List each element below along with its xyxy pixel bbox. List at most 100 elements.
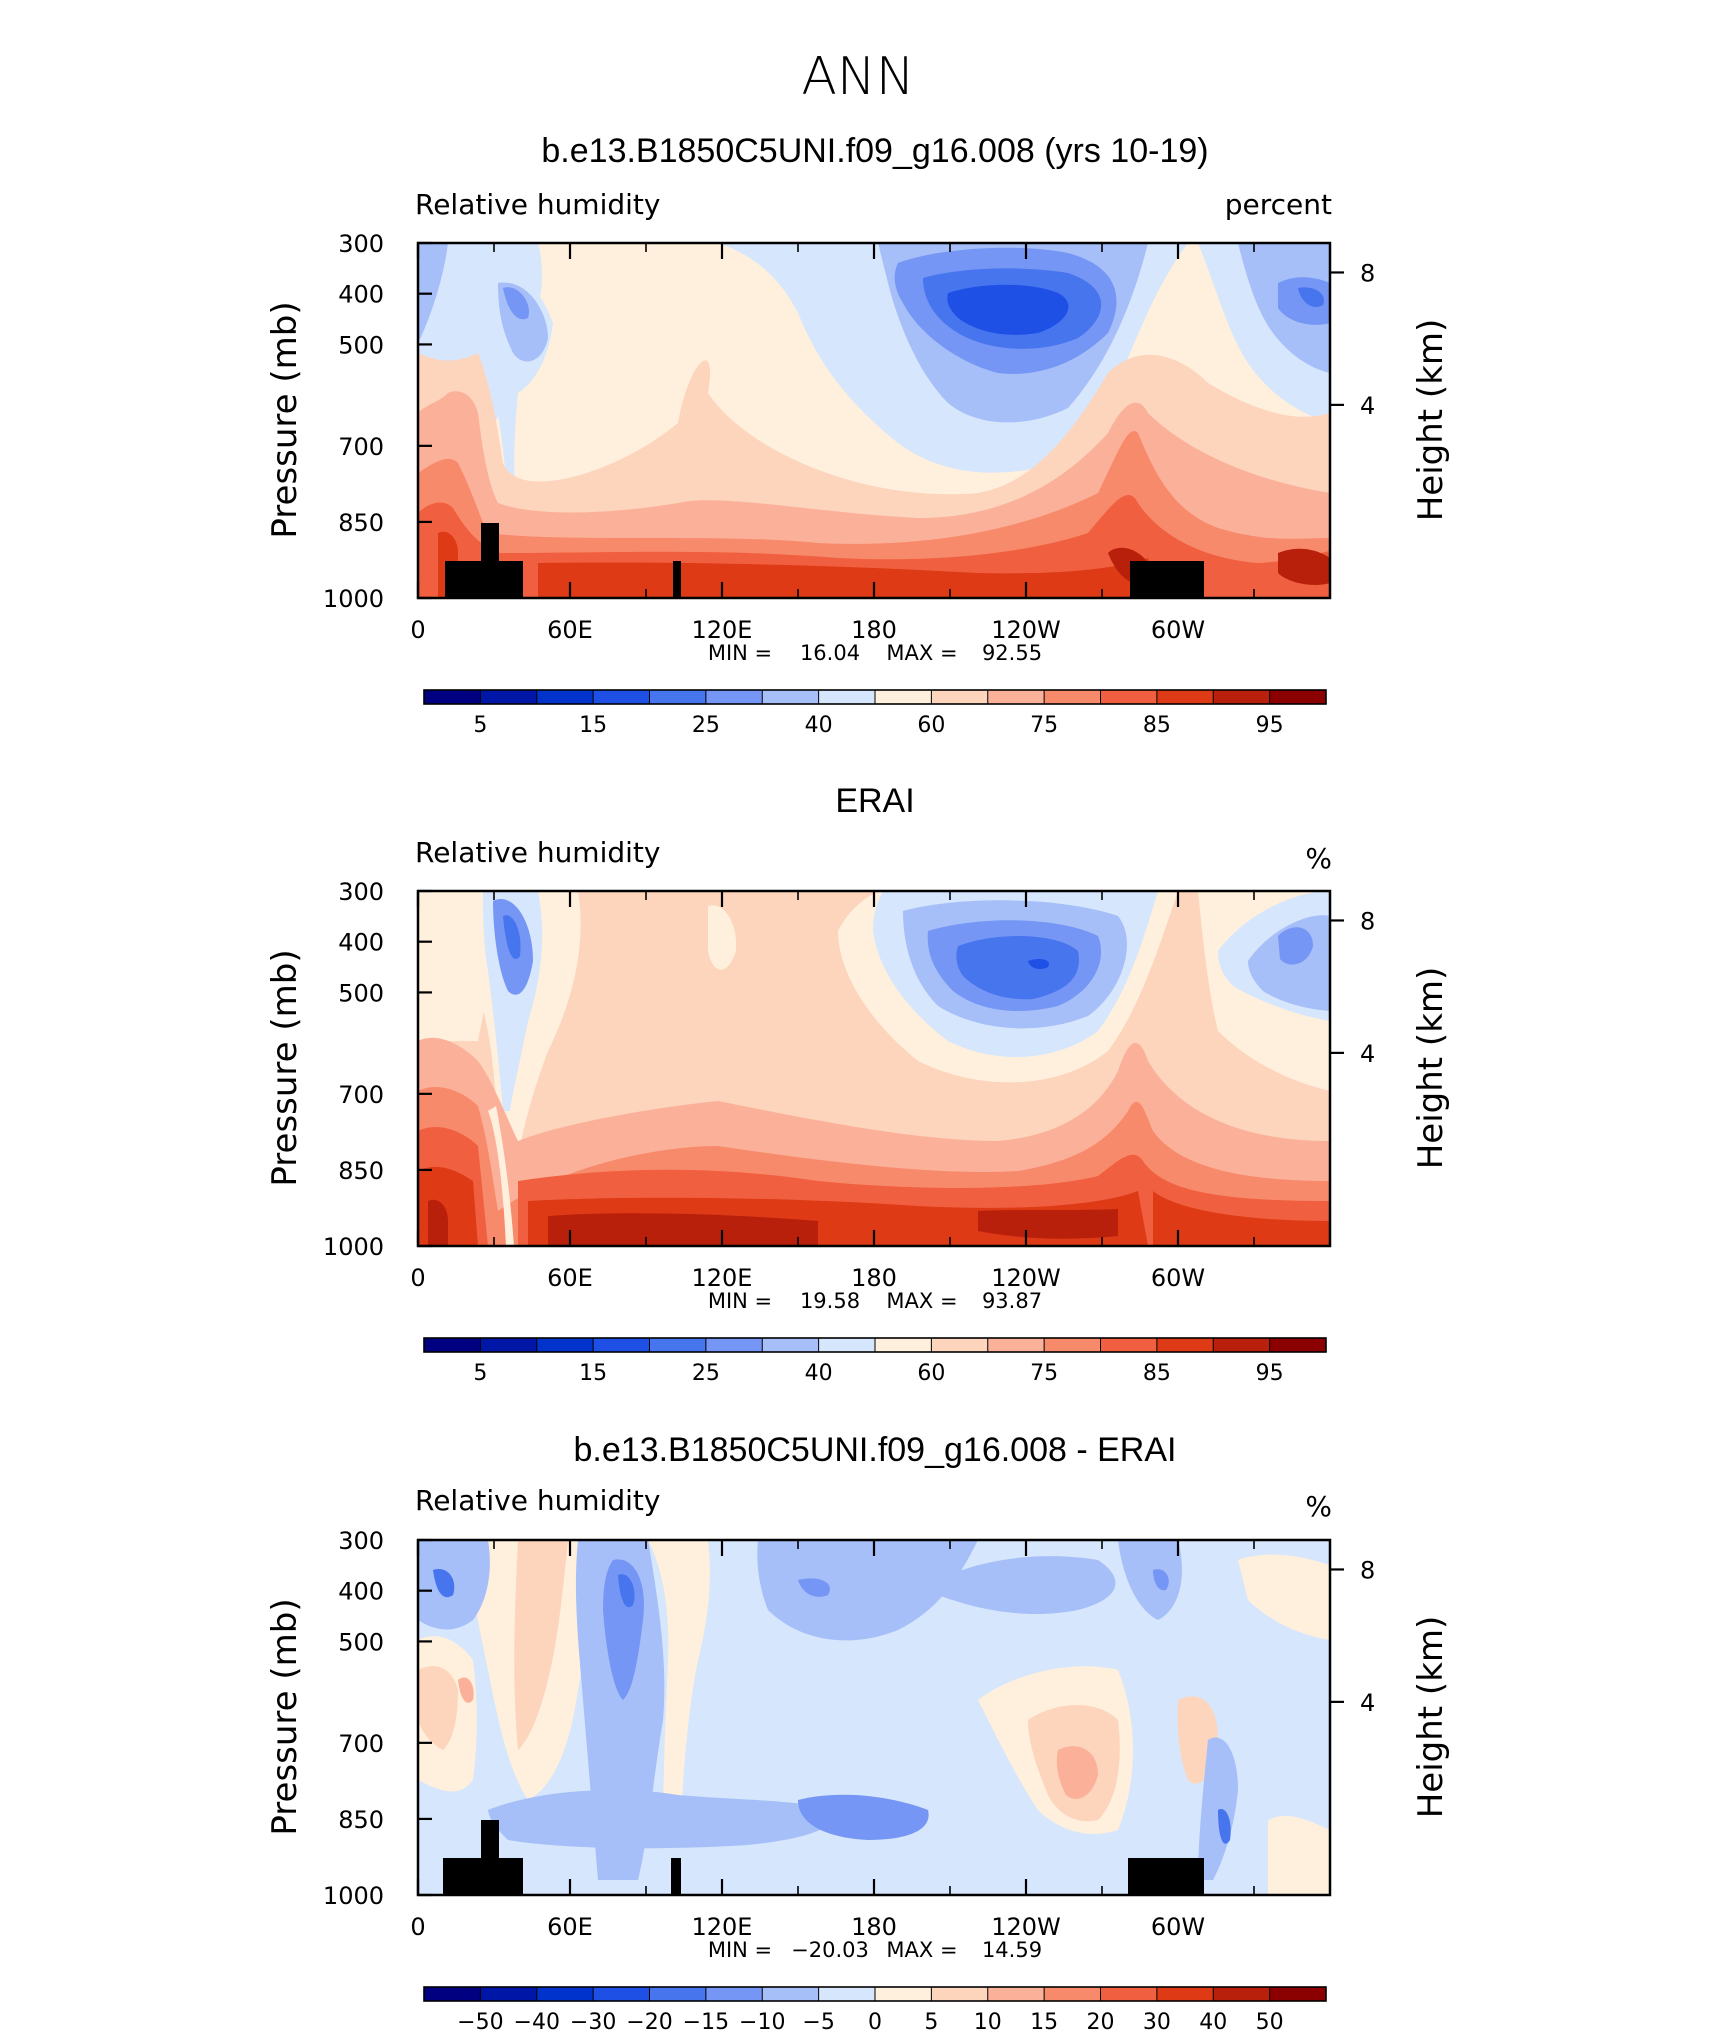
colorbar-swatch — [536, 690, 594, 704]
y-axis-label: Pressure (mb) — [265, 1598, 305, 1835]
colorbar-swatch — [424, 690, 481, 704]
contour — [798, 1578, 830, 1597]
colorbar-swatch — [987, 1338, 1045, 1352]
x-tick-label: 60W — [1151, 616, 1205, 644]
y-right-axis: 84 — [1330, 907, 1375, 1068]
contour — [1218, 1809, 1231, 1844]
colorbar-swatch — [705, 1987, 763, 2001]
max-label: MAX = — [886, 641, 957, 665]
y-tick-label: 300 — [338, 230, 384, 258]
y-right-tick-label: 8 — [1360, 259, 1375, 287]
colorbar-swatch — [931, 690, 989, 704]
colorbar-label: 40 — [805, 1361, 833, 1386]
contour — [433, 1569, 455, 1598]
x-tick-label: 120W — [991, 616, 1061, 644]
contour — [514, 1540, 568, 1750]
y-tick-label: 500 — [338, 331, 384, 359]
land-block — [1130, 561, 1204, 598]
min-max-stats: MIN = 19.58 MAX = 93.87 — [708, 1289, 1042, 1313]
y-right-tick-label: 4 — [1360, 1689, 1375, 1717]
colorbar-swatch — [705, 1338, 763, 1352]
colorbar-swatch — [987, 1987, 1045, 2001]
y-right-axis-label: Height (km) — [1411, 967, 1451, 1170]
colorbar-label: 40 — [805, 713, 833, 738]
colorbar-swatch — [1044, 690, 1101, 704]
colorbar-label: 5 — [473, 713, 487, 738]
colorbar-swatch — [1213, 1338, 1270, 1352]
colorbar-label: 75 — [1030, 1361, 1058, 1386]
colorbar-label: −20 — [626, 2010, 672, 2035]
colorbar-label: −10 — [739, 2010, 785, 2035]
panel-difference: b.e13.B1850C5UNI.f09_g16.008 - ERAI Rela… — [265, 1431, 1451, 2035]
y-right-tick-label: 8 — [1360, 1556, 1375, 1584]
colorbar-label: 30 — [1143, 2010, 1171, 2035]
colorbar-swatch — [875, 1338, 932, 1352]
y-tick-label: 1000 — [323, 1882, 384, 1910]
y-tick-label: 700 — [338, 433, 384, 461]
y-axis: 300 400 500 700 850 1000 — [323, 230, 432, 613]
colorbar-swatch — [649, 690, 707, 704]
colorbar-label: 60 — [917, 1361, 945, 1386]
colorbar: −50 −40 −30 −20 −15 −10 −5 0 5 10 15 20 30 40 50 — [423, 1986, 1327, 2035]
colorbar-swatch — [593, 1338, 650, 1352]
contour — [548, 1213, 818, 1246]
x-tick-label: 180 — [851, 1913, 897, 1941]
contour — [458, 1677, 474, 1703]
colorbar-swatch — [931, 1338, 989, 1352]
land-block — [481, 523, 499, 598]
y-tick-label: 700 — [338, 1081, 384, 1109]
colorbar-swatch — [1100, 1987, 1158, 2001]
min-max-stats: MIN = 16.04 MAX = 92.55 — [708, 641, 1042, 665]
max-label: MAX = — [886, 1938, 957, 1962]
contour — [1153, 1191, 1330, 1246]
x-tick-label: 120E — [692, 1264, 753, 1292]
left-label: Relative humidity — [415, 188, 660, 221]
contour — [618, 1574, 635, 1608]
contour — [1278, 927, 1313, 965]
max-label: MAX = — [886, 1289, 957, 1313]
colorbar-swatch — [762, 1987, 819, 2001]
contour — [1028, 959, 1049, 969]
colorbar: 5 15 25 40 60 75 85 95 — [423, 1337, 1327, 1386]
colorbar-swatch — [1269, 1987, 1327, 2001]
colorbar-swatch — [536, 1987, 594, 2001]
colorbar-label: 15 — [1030, 2010, 1058, 2035]
colorbar-label: 75 — [1030, 713, 1058, 738]
colorbar-swatch — [1100, 1338, 1158, 1352]
contour — [798, 1794, 929, 1840]
colorbar-swatch — [875, 1987, 932, 2001]
colorbar-swatch — [762, 1338, 819, 1352]
colorbar-label: −15 — [683, 2010, 729, 2035]
right-label: % — [1305, 1490, 1332, 1523]
min-label: MIN = — [708, 641, 772, 665]
colorbar-swatch — [705, 690, 763, 704]
min-label: MIN = — [708, 1938, 772, 1962]
x-tick-label: 60E — [547, 1264, 593, 1292]
colorbar-label: 0 — [868, 2010, 882, 2035]
colorbar-swatch — [1213, 1987, 1270, 2001]
contour — [1118, 1540, 1182, 1620]
colorbar-swatch — [536, 1338, 594, 1352]
x-tick-label: 180 — [851, 1264, 897, 1292]
colorbar-label: 5 — [473, 1361, 487, 1386]
x-tick-label: 60W — [1151, 1913, 1205, 1941]
colorbar-swatch — [818, 690, 876, 704]
y-right-tick-label: 4 — [1360, 1040, 1375, 1068]
contour — [1298, 287, 1324, 308]
y-right-axis: 84 — [1330, 1556, 1375, 1717]
x-tick-label: 0 — [410, 1264, 425, 1292]
colorbar-swatch — [1269, 690, 1327, 704]
contour — [503, 915, 521, 960]
x-tick-label: 0 — [410, 1913, 425, 1941]
panel-title: b.e13.B1850C5UNI.f09_g16.008 - ERAI — [574, 1431, 1177, 1469]
colorbar-label: 15 — [579, 1361, 607, 1386]
contour — [708, 905, 737, 970]
colorbar-swatch — [762, 690, 819, 704]
land-block — [499, 561, 523, 598]
colorbar-swatch — [875, 690, 932, 704]
contour — [538, 558, 1158, 598]
land-block — [671, 1858, 681, 1895]
contour — [938, 1556, 1116, 1615]
max-value: 93.87 — [982, 1289, 1042, 1313]
contour — [757, 1540, 978, 1641]
